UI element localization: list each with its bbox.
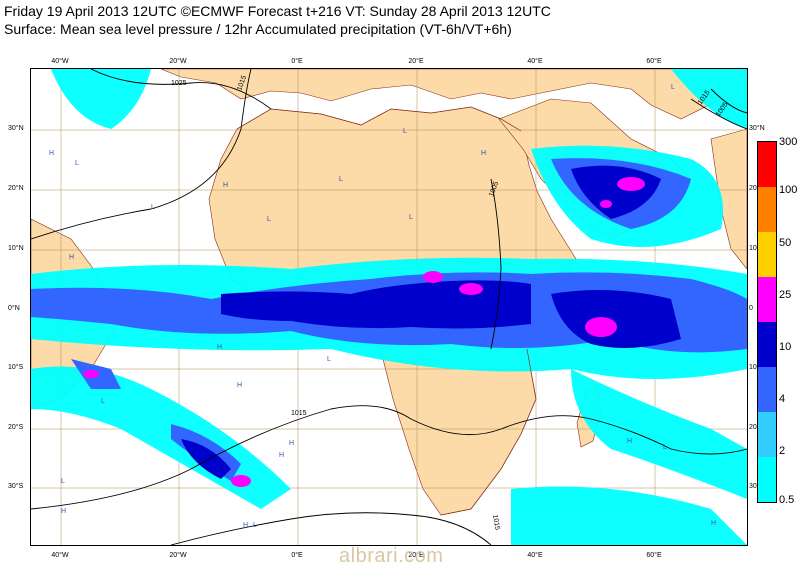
pressure-center: H xyxy=(711,520,716,527)
precip-legend xyxy=(757,141,777,503)
lon-tick-top: 20°W xyxy=(169,58,187,65)
legend-label: 25 xyxy=(779,289,792,301)
isobar-label: 1015 xyxy=(291,410,307,417)
map-canvas: 1025 1015 1005 1015 1015 1015 1005 H L H… xyxy=(31,69,747,545)
pressure-center: H xyxy=(289,440,294,447)
lat-tick-right: 30°N xyxy=(749,125,765,132)
lon-tick-top: 40°W xyxy=(51,58,69,65)
legend-swatch xyxy=(758,457,776,502)
lat-tick-left: 30°N xyxy=(8,125,24,132)
lat-tick-right: 10 xyxy=(749,364,757,371)
pressure-center: L xyxy=(327,356,331,363)
pressure-center: L xyxy=(61,478,65,485)
pressure-center: L xyxy=(403,128,407,135)
lon-tick-top: 20°E xyxy=(408,58,424,65)
pressure-center: H xyxy=(223,182,228,189)
legend-swatch xyxy=(758,367,776,412)
pressure-center: L xyxy=(409,214,413,221)
lat-tick-right: 10 xyxy=(749,245,757,252)
legend-label: 100 xyxy=(779,184,798,196)
lat-tick-left: 10°S xyxy=(8,364,24,371)
isobar-label: 1005 xyxy=(488,181,500,198)
lat-tick-right: 20 xyxy=(749,185,757,192)
map-subtitle: Surface: Mean sea level pressure / 12hr … xyxy=(4,21,512,37)
pressure-center: H xyxy=(217,344,222,351)
pressure-centers: H L H L L H L H L H H H L L L H H L L H … xyxy=(49,84,716,529)
lat-tick-left: 0°N xyxy=(8,305,20,312)
coastlines xyxy=(236,106,537,516)
lon-tick-bottom: 60°E xyxy=(646,552,662,559)
lat-tick-left: 30°S xyxy=(8,483,24,490)
pressure-center: H xyxy=(69,254,74,261)
pressure-center: L xyxy=(671,84,675,91)
pressure-center: L xyxy=(101,398,105,405)
pressure-center: H xyxy=(49,150,54,157)
legend-swatch xyxy=(758,412,776,457)
lon-tick-bottom: 0°E xyxy=(291,552,303,559)
legend-swatch xyxy=(758,142,776,187)
pressure-center: H xyxy=(627,438,632,445)
lon-tick-top: 40°E xyxy=(527,58,543,65)
pressure-center: H xyxy=(279,452,284,459)
legend-swatch xyxy=(758,232,776,277)
map-title: Friday 19 April 2013 12UTC ©ECMWF Foreca… xyxy=(4,3,551,19)
lon-tick-top: 60°E xyxy=(646,58,662,65)
lat-tick-right: 30 xyxy=(749,483,757,490)
legend-label: 4 xyxy=(779,393,786,405)
pressure-center: L xyxy=(75,160,79,167)
lat-tick-left: 20°S xyxy=(8,424,24,431)
pressure-center: L xyxy=(339,176,343,183)
legend-label: 50 xyxy=(779,237,792,249)
legend-swatch xyxy=(758,187,776,232)
lat-tick-left: 10°N xyxy=(8,245,24,252)
pressure-center: H xyxy=(237,382,242,389)
lon-tick-top: 0°E xyxy=(291,58,303,65)
pressure-center: L xyxy=(267,216,271,223)
isobar-label: 1015 xyxy=(236,75,248,92)
legend-label: 2 xyxy=(779,445,786,457)
pressure-center: H xyxy=(481,150,486,157)
pressure-center: H xyxy=(61,508,66,515)
legend-label: 10 xyxy=(779,341,792,353)
lon-tick-bottom: 20°E xyxy=(408,552,424,559)
isobar-label: 1015 xyxy=(491,514,501,531)
lon-tick-bottom: 40°E xyxy=(527,552,543,559)
legend-swatch xyxy=(758,322,776,367)
lon-tick-bottom: 40°W xyxy=(51,552,69,559)
watermark: albrari.com xyxy=(339,545,444,567)
isobar-label: 1025 xyxy=(171,80,187,87)
pressure-center: L xyxy=(253,522,257,529)
legend-swatch xyxy=(758,277,776,322)
legend-label: 0.5 xyxy=(779,494,795,506)
pressure-center: L xyxy=(151,204,155,211)
lon-tick-bottom: 20°W xyxy=(169,552,187,559)
pressure-center: H xyxy=(243,522,248,529)
forecast-map: 1025 1015 1005 1015 1015 1015 1005 H L H… xyxy=(30,68,748,546)
lat-tick-right: 20 xyxy=(749,424,757,431)
pressure-center: L xyxy=(663,444,667,451)
isobars xyxy=(31,69,747,545)
legend-label: 300 xyxy=(779,136,798,148)
lat-tick-left: 20°N xyxy=(8,185,24,192)
precip-peak xyxy=(83,177,645,487)
lat-tick-right: 0 xyxy=(749,305,753,312)
